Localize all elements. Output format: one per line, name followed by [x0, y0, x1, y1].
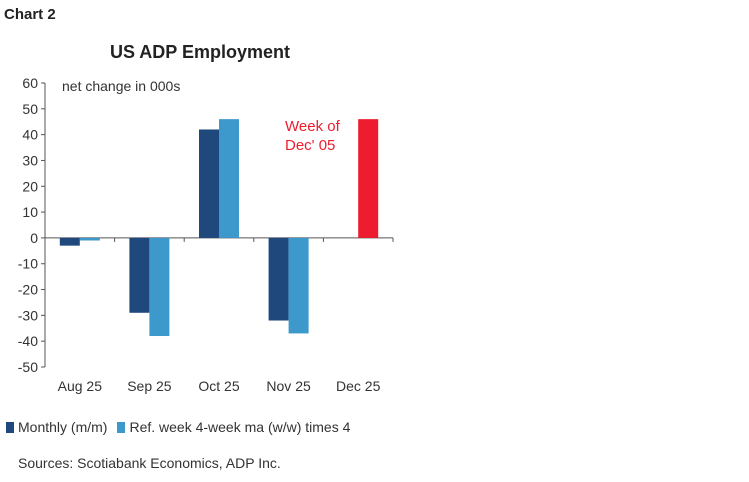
y-tick-label: -40 [18, 333, 38, 349]
legend: Monthly (m/m) Ref. week 4-week ma (w/w) t… [6, 419, 350, 435]
annotation: Dec' 05 [285, 137, 335, 154]
legend-item: Ref. week 4-week ma (w/w) times 4 [117, 419, 350, 435]
bar [288, 237, 309, 334]
x-tick-label: Dec 25 [336, 378, 381, 394]
legend-swatch [117, 422, 126, 433]
x-tick-label: Aug 25 [58, 378, 103, 394]
y-tick-label: 10 [22, 204, 38, 220]
y-tick-label: -10 [18, 256, 38, 272]
x-tick-label: Sep 25 [127, 378, 172, 394]
x-tick-label: Nov 25 [266, 378, 311, 394]
y-axis-label: net change in 000s [62, 78, 180, 94]
y-tick-label: 60 [22, 75, 38, 91]
y-tick-label: -50 [18, 359, 38, 375]
y-tick-label: -30 [18, 307, 38, 323]
y-tick-label: 20 [22, 178, 38, 194]
legend-swatch [6, 422, 14, 433]
chart-title: US ADP Employment [109, 42, 291, 62]
chart-label: Chart 2 [4, 6, 56, 23]
legend-item: Monthly (m/m) [6, 419, 107, 435]
bar [358, 119, 379, 238]
bar [149, 237, 170, 337]
y-tick-label: -20 [18, 282, 38, 298]
source-note: Sources: Scotiabank Economics, ADP Inc. [18, 455, 281, 471]
legend-label: Monthly (m/m) [18, 419, 108, 435]
bar [199, 129, 219, 238]
y-tick-label: 0 [30, 230, 38, 246]
bar [59, 237, 80, 246]
y-tick-label: 30 [22, 152, 38, 168]
y-tick-label: 40 [22, 127, 38, 143]
bar [268, 237, 289, 321]
y-tick-label: 50 [22, 101, 38, 117]
legend-label: Ref. week 4-week ma (w/w) times 4 [129, 419, 351, 435]
bar [219, 119, 239, 238]
bar [129, 237, 150, 313]
annotation: Week of [285, 118, 341, 135]
bar [79, 237, 100, 241]
x-tick-label: Oct 25 [198, 378, 239, 394]
